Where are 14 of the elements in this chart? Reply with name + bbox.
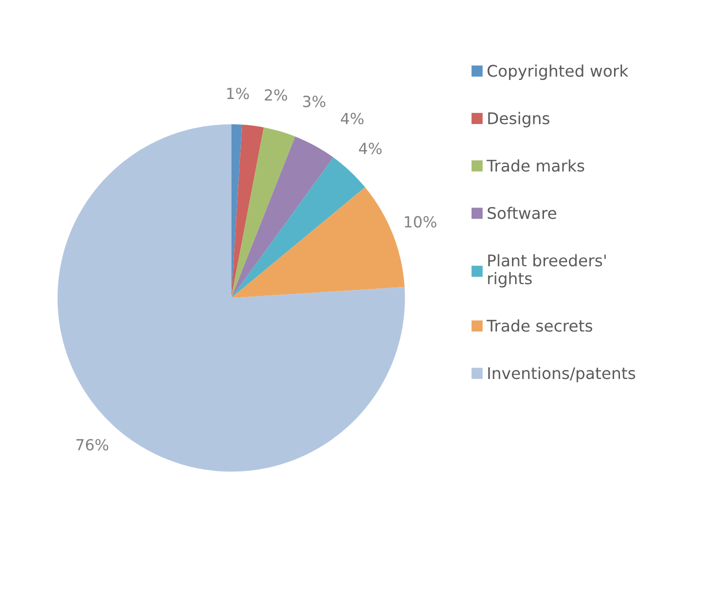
data-label: 4% [340,112,364,124]
legend-label: Plant breeders' rights [488,254,606,288]
data-label: 10% [404,216,436,228]
legend-label: Inventions/patents [488,366,636,382]
legend-label: Trade secrets [486,319,592,332]
legend-label: Copyrighted work [488,64,628,80]
legend-label: Software [488,206,556,220]
data-label: 4% [358,142,382,154]
data-label: 76% [76,438,108,451]
data-label: 1% [227,88,249,100]
legend-label: Trade marks [486,159,584,172]
data-label: 3% [303,96,326,108]
data-label: 2% [264,89,288,101]
legend-label: Designs [488,112,550,128]
